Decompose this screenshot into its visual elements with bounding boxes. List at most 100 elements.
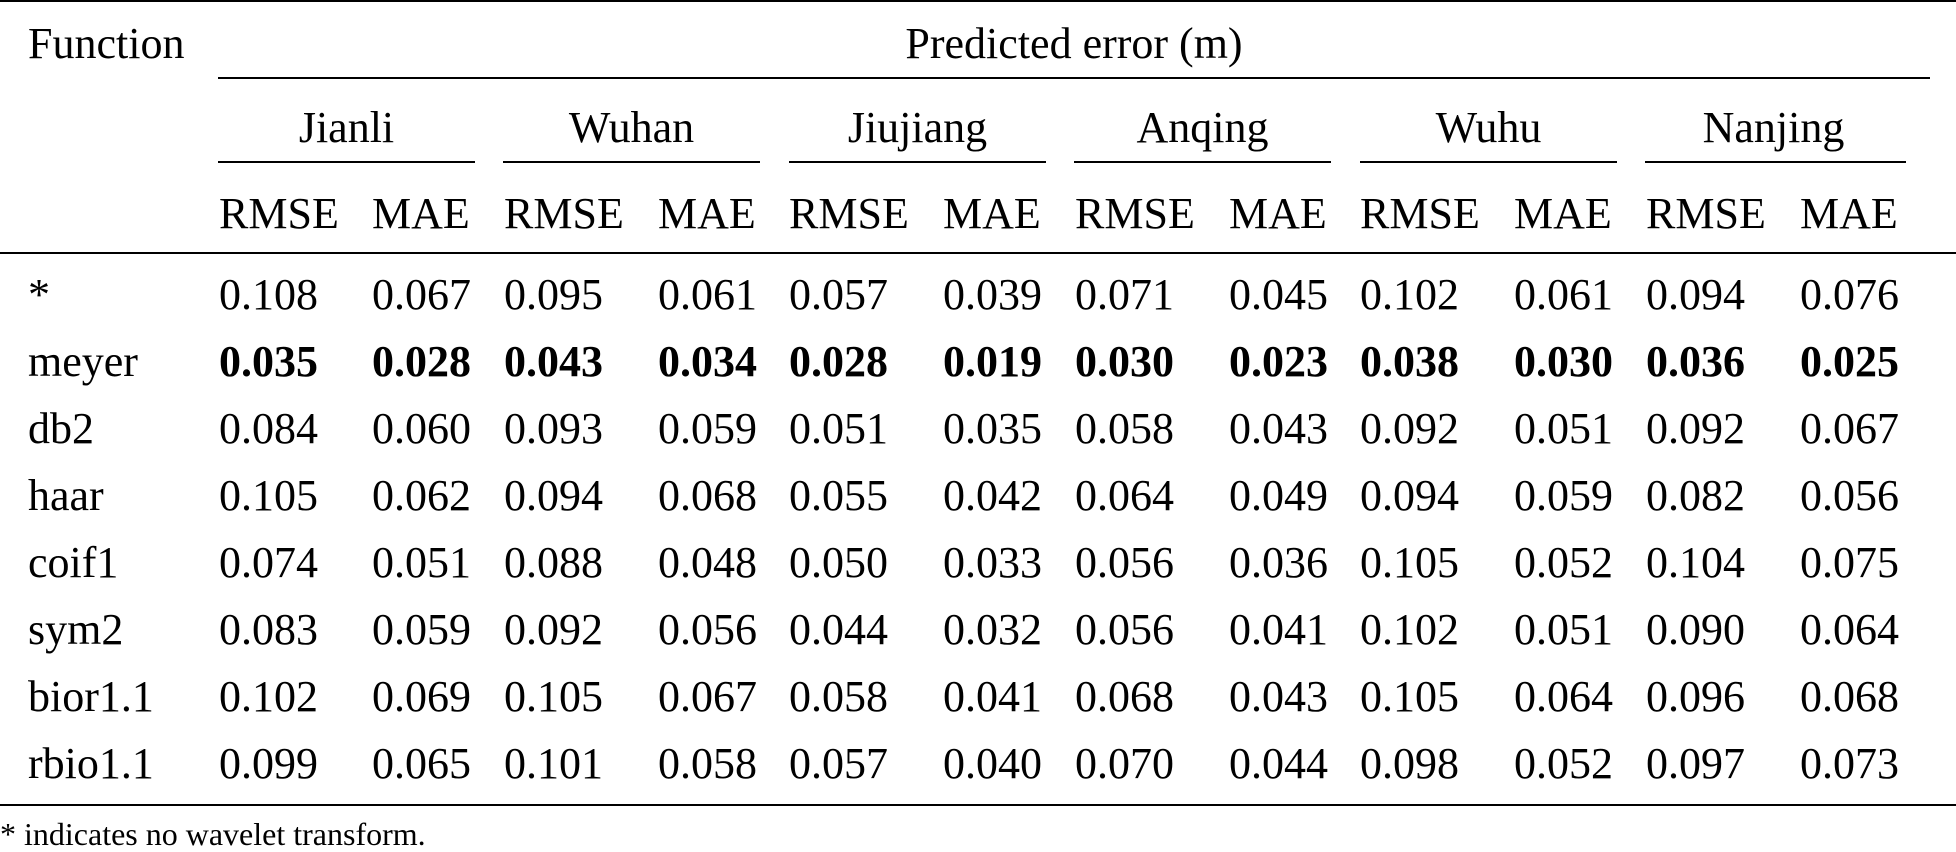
table-cell-mae: 0.033: [943, 538, 1042, 587]
table-cell-mae: 0.043: [1229, 672, 1328, 721]
table-cell-rmse: 0.056: [1075, 605, 1174, 654]
table-cell-rmse: 0.051: [789, 404, 888, 453]
table-cell-mae: 0.067: [658, 672, 757, 721]
table-cell-mae: 0.051: [1514, 404, 1613, 453]
table-cell-mae: 0.045: [1229, 270, 1328, 319]
table-cell-rmse: 0.093: [504, 404, 603, 453]
row-label: *: [28, 270, 50, 319]
table-cell-rmse: 0.098: [1360, 739, 1459, 788]
table-cell-mae: 0.059: [1514, 471, 1613, 520]
metric-header-mae: MAE: [1800, 189, 1898, 238]
table-cell-mae: 0.068: [658, 471, 757, 520]
group-header-rule: [218, 77, 1930, 79]
table-cell-rmse: 0.090: [1646, 605, 1745, 654]
table-bottom-rule: [0, 804, 1956, 806]
table-cell-rmse: 0.105: [219, 471, 318, 520]
table-cell-rmse: 0.092: [1646, 404, 1745, 453]
station-rule-nanjing: [1645, 161, 1906, 163]
table-cell-mae: 0.056: [1800, 471, 1899, 520]
table-cell-mae: 0.067: [372, 270, 471, 319]
table-cell-mae: 0.075: [1800, 538, 1899, 587]
table-cell-mae: 0.025: [1800, 337, 1899, 386]
table-cell-mae: 0.061: [658, 270, 757, 319]
table-cell-rmse: 0.038: [1360, 337, 1459, 386]
metric-header-mae: MAE: [1514, 189, 1612, 238]
table-cell-rmse: 0.071: [1075, 270, 1174, 319]
header-bottom-rule: [0, 252, 1956, 254]
row-label: bior1.1: [28, 672, 154, 721]
table-cell-rmse: 0.058: [789, 672, 888, 721]
table-cell-mae: 0.032: [943, 605, 1042, 654]
table-cell-rmse: 0.050: [789, 538, 888, 587]
table-cell-mae: 0.073: [1800, 739, 1899, 788]
table-cell-rmse: 0.097: [1646, 739, 1745, 788]
table-cell-rmse: 0.104: [1646, 538, 1745, 587]
table-cell-rmse: 0.105: [1360, 538, 1459, 587]
table-cell-mae: 0.076: [1800, 270, 1899, 319]
metric-header-mae: MAE: [1229, 189, 1327, 238]
table-cell-rmse: 0.083: [219, 605, 318, 654]
station-header-anqing: Anqing: [1136, 103, 1269, 152]
table-cell-mae: 0.067: [1800, 404, 1899, 453]
station-rule-wuhu: [1360, 161, 1617, 163]
table-cell-mae: 0.035: [943, 404, 1042, 453]
table-cell-mae: 0.064: [1800, 605, 1899, 654]
station-header-jianli: Jianli: [298, 103, 395, 152]
group-header: Predicted error (m): [905, 19, 1243, 68]
station-rule-jiujiang: [789, 161, 1046, 163]
table-cell-rmse: 0.035: [219, 337, 318, 386]
station-header-jiujiang: Jiujiang: [847, 103, 988, 152]
row-label: coif1: [28, 538, 119, 587]
table-cell-rmse: 0.102: [219, 672, 318, 721]
station-header-wuhu: Wuhu: [1435, 103, 1542, 152]
table-cell-rmse: 0.068: [1075, 672, 1174, 721]
metric-header-rmse: RMSE: [1360, 189, 1480, 238]
table-cell-rmse: 0.082: [1646, 471, 1745, 520]
metric-header-rmse: RMSE: [219, 189, 339, 238]
table-cell-mae: 0.068: [1800, 672, 1899, 721]
table-cell-mae: 0.049: [1229, 471, 1328, 520]
table-cell-mae: 0.060: [372, 404, 471, 453]
table-cell-rmse: 0.102: [1360, 605, 1459, 654]
table-cell-mae: 0.034: [658, 337, 757, 386]
metric-header-rmse: RMSE: [504, 189, 624, 238]
table-cell-mae: 0.062: [372, 471, 471, 520]
table-cell-rmse: 0.088: [504, 538, 603, 587]
table-cell-rmse: 0.057: [789, 739, 888, 788]
table-cell-rmse: 0.058: [1075, 404, 1174, 453]
row-label: rbio1.1: [28, 739, 154, 788]
metric-header-mae: MAE: [943, 189, 1041, 238]
table-cell-mae: 0.064: [1514, 672, 1613, 721]
metric-header-mae: MAE: [372, 189, 470, 238]
table-cell-rmse: 0.028: [789, 337, 888, 386]
table-cell-rmse: 0.084: [219, 404, 318, 453]
table-cell-mae: 0.044: [1229, 739, 1328, 788]
table-cell-rmse: 0.070: [1075, 739, 1174, 788]
table-cell-mae: 0.041: [1229, 605, 1328, 654]
metric-header-rmse: RMSE: [1075, 189, 1195, 238]
station-header-wuhan: Wuhan: [568, 103, 695, 152]
table-cell-mae: 0.030: [1514, 337, 1613, 386]
table-cell-mae: 0.043: [1229, 404, 1328, 453]
row-label: db2: [28, 404, 94, 453]
station-rule-wuhan: [503, 161, 760, 163]
metric-header-rmse: RMSE: [1646, 189, 1766, 238]
table-cell-rmse: 0.057: [789, 270, 888, 319]
table-cell-rmse: 0.105: [1360, 672, 1459, 721]
table-cell-mae: 0.059: [372, 605, 471, 654]
table-footnote: * indicates no wavelet transform.: [0, 816, 426, 852]
table-cell-rmse: 0.102: [1360, 270, 1459, 319]
table-cell-rmse: 0.099: [219, 739, 318, 788]
table-cell-mae: 0.051: [1514, 605, 1613, 654]
table-cell-mae: 0.041: [943, 672, 1042, 721]
table-cell-mae: 0.036: [1229, 538, 1328, 587]
table-cell-mae: 0.039: [943, 270, 1042, 319]
row-label: sym2: [28, 605, 124, 654]
table-cell-mae: 0.040: [943, 739, 1042, 788]
table-cell-rmse: 0.044: [789, 605, 888, 654]
row-label: haar: [28, 471, 104, 520]
table-cell-mae: 0.052: [1514, 538, 1613, 587]
station-rule-jianli: [218, 161, 475, 163]
table-cell-mae: 0.019: [943, 337, 1042, 386]
table-cell-rmse: 0.105: [504, 672, 603, 721]
